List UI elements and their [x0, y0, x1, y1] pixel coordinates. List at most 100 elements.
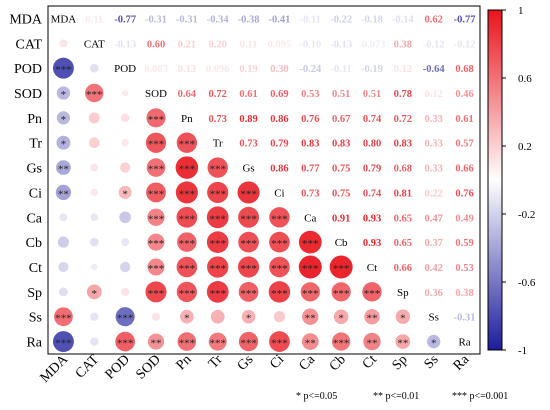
- significance-stars: ***: [271, 263, 288, 275]
- colorbar-tick-label: -0.2: [518, 209, 535, 221]
- correlation-value: 0.61: [455, 114, 473, 125]
- correlation-value: 0.51: [332, 89, 350, 100]
- correlation-value: 0.53: [301, 89, 319, 100]
- significance-stars: **: [367, 338, 378, 350]
- correlation-value: 0.38: [394, 39, 412, 50]
- correlation-value: 0.38: [455, 288, 473, 299]
- row-label-tr: Tr: [29, 137, 42, 152]
- correlation-value: 0.51: [363, 89, 381, 100]
- correlation-circle: [146, 108, 166, 128]
- correlation-value: -0.64: [423, 64, 446, 75]
- correlation-value: 0.72: [394, 114, 412, 125]
- correlation-circle: [237, 256, 260, 278]
- significance-stars: ***: [240, 238, 257, 250]
- correlation-value: 0.79: [270, 139, 288, 150]
- significance-stars: ***: [209, 263, 226, 275]
- significance-stars: **: [151, 338, 162, 350]
- correlation-value: 0.59: [455, 238, 473, 249]
- significance-stars: ***: [240, 288, 257, 300]
- row-label-ra: Ra: [26, 336, 42, 351]
- correlation-value: 0.86: [270, 114, 288, 125]
- correlation-circle: [210, 309, 225, 324]
- correlation-circle: [427, 334, 441, 349]
- correlation-value: 0.66: [394, 263, 412, 274]
- correlation-value: 0.81: [394, 188, 412, 199]
- correlation-circle: [146, 158, 166, 177]
- significance-stars: ***: [209, 338, 226, 350]
- correlation-value: 0.83: [332, 139, 350, 150]
- diagonal-label-ra: Ra: [458, 337, 470, 349]
- significance-note: * p<=0.05 ** p<=0.01 *** p<=0.001: [296, 391, 508, 402]
- correlation-value: 0.78: [394, 89, 412, 100]
- significance-stars: ***: [148, 188, 165, 200]
- correlation-value: 0.75: [332, 188, 350, 199]
- significance-stars: ***: [240, 338, 257, 350]
- correlation-value: -0.38: [238, 14, 260, 25]
- significance-stars: *: [61, 114, 67, 126]
- correlation-circle: [176, 132, 198, 153]
- significance-stars: ***: [271, 213, 288, 225]
- correlation-value: 0.11: [240, 39, 258, 50]
- correlation-circle: [146, 182, 166, 203]
- column-label-sod: SOD: [133, 352, 163, 382]
- correlation-circle: [89, 237, 99, 247]
- correlation-value: 0.095: [268, 39, 292, 50]
- correlation-circle: [145, 281, 167, 303]
- significance-stars: ***: [179, 338, 196, 350]
- significance-stars: ***: [117, 338, 134, 350]
- significance-stars: ***: [240, 213, 257, 225]
- significance-stars: ***: [179, 288, 196, 300]
- significance-stars: *: [400, 313, 406, 325]
- correlation-circle: [121, 287, 130, 296]
- correlation-circle: [147, 258, 165, 276]
- correlation-value: 0.57: [455, 139, 473, 150]
- correlation-circle: [363, 332, 381, 351]
- correlation-value: 0.33: [425, 139, 443, 150]
- column-label-tr: Tr: [206, 352, 226, 372]
- correlation-circle: [145, 132, 167, 153]
- significance-note-item: * p<=0.05: [296, 391, 337, 402]
- column-label-cat: CAT: [73, 352, 103, 382]
- correlation-value: 0.74: [363, 114, 382, 125]
- correlation-circle: [89, 63, 99, 73]
- colorbar-tick-label: 1: [518, 5, 524, 17]
- correlation-value: 0.83: [301, 139, 319, 150]
- diagonal-label-pn: Pn: [181, 113, 193, 125]
- correlation-value: -0.11: [300, 14, 321, 25]
- column-label-sp: Sp: [390, 352, 411, 373]
- correlation-circle: [269, 256, 290, 278]
- correlation-circle: [58, 261, 69, 273]
- correlation-value: 0.62: [425, 14, 443, 25]
- correlation-circle: [362, 282, 382, 302]
- correlation-circle: [115, 331, 135, 352]
- correlation-value: -0.10: [299, 39, 321, 50]
- significance-stars: ***: [179, 188, 196, 200]
- correlation-circle: [300, 282, 320, 302]
- correlation-circle: [180, 309, 194, 324]
- significance-stars: *: [246, 313, 252, 325]
- correlation-circle: [91, 263, 98, 271]
- correlation-circle: [329, 255, 353, 279]
- correlation-circle: [269, 207, 290, 228]
- correlation-value: 0.73: [239, 139, 257, 150]
- correlation-value: 0.83: [394, 139, 412, 150]
- correlation-value: 0.36: [425, 288, 443, 299]
- correlation-value: 0.42: [425, 263, 443, 274]
- correlation-value: 0.083: [144, 64, 168, 75]
- correlation-value: 0.22: [425, 188, 443, 199]
- correlation-value: -0.31: [145, 14, 167, 25]
- correlation-circle: [56, 135, 71, 150]
- column-label-ra: Ra: [451, 352, 473, 374]
- correlation-value: 0.66: [455, 164, 473, 175]
- significance-stars: ***: [179, 139, 196, 151]
- correlation-value: -0.77: [454, 14, 476, 25]
- correlation-circle: [90, 163, 99, 172]
- correlation-circle: [298, 230, 322, 254]
- significance-stars: ***: [271, 288, 288, 300]
- significance-stars: ***: [148, 288, 165, 300]
- correlation-value: 0.76: [455, 188, 473, 199]
- correlation-circle: [238, 331, 259, 352]
- correlation-circle: [121, 89, 129, 97]
- correlation-circle: [151, 312, 161, 321]
- correlation-value: 0.69: [270, 89, 288, 100]
